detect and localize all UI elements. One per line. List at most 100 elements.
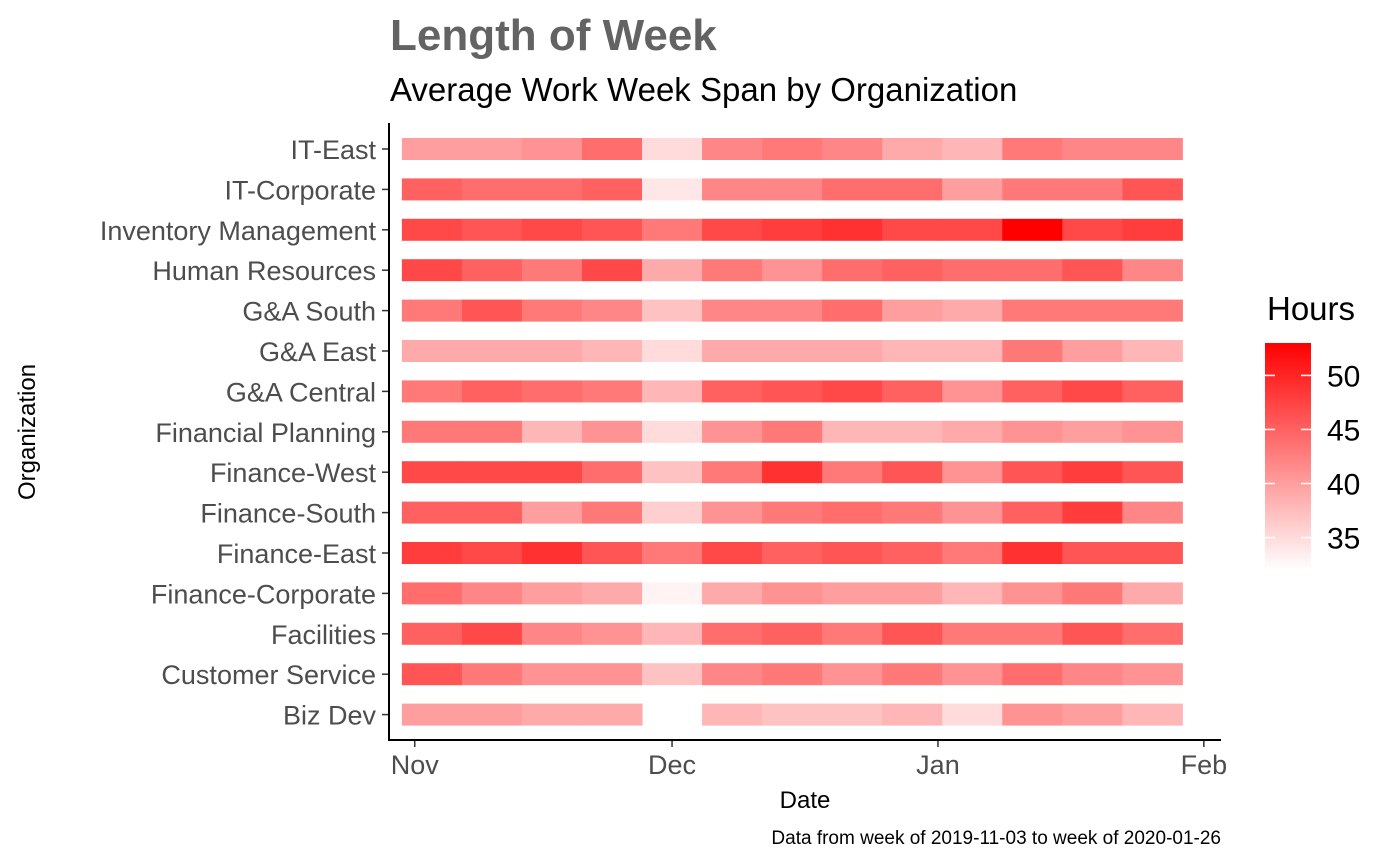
heatmap-cell: [882, 703, 943, 726]
heatmap-cell: [1002, 138, 1063, 160]
heatmap-cell: [702, 138, 763, 160]
heatmap-cell: [762, 542, 823, 564]
heatmap-cell: [882, 218, 943, 241]
heatmap-cell: [762, 299, 823, 322]
heatmap-cell: [581, 380, 643, 403]
heatmap-cell: [642, 138, 703, 160]
heatmap-cell: [882, 461, 943, 484]
heatmap-cell: [1062, 663, 1123, 686]
heatmap-cell: [642, 178, 703, 201]
heatmap-cell: [882, 582, 943, 605]
y-tick-label-customer-service: Customer Service: [161, 660, 376, 690]
heatmap-cell: [642, 259, 703, 282]
chart-subtitle: Average Work Week Span by Organization: [390, 71, 1017, 108]
heatmap-cell: [642, 542, 703, 564]
heatmap-cell: [762, 178, 823, 201]
heatmap-cell: [581, 663, 643, 686]
heatmap-cell: [1062, 380, 1123, 403]
heatmap-cell: [942, 501, 1003, 524]
heatmap-cell: [942, 138, 1003, 160]
heatmap-cell: [521, 138, 583, 160]
heatmap-cell: [1122, 501, 1183, 524]
heatmap-cell: [1122, 622, 1183, 645]
heatmap-cell: [822, 542, 883, 564]
heatmap-cell: [702, 461, 763, 484]
y-axis-title: Organization: [14, 364, 41, 500]
heatmap-cell: [822, 299, 883, 322]
heatmap-cell: [401, 340, 463, 362]
chart-caption: Data from week of 2019-11-03 to week of …: [771, 828, 1221, 849]
heatmap-cell: [1122, 138, 1183, 160]
heatmap-cell: [1122, 218, 1183, 241]
legend-label-50: 50: [1327, 360, 1360, 393]
heatmap-cell: [1002, 461, 1063, 484]
heatmap-cell: [642, 582, 703, 605]
heatmap-cell: [401, 380, 463, 403]
heatmap-cell: [702, 622, 763, 645]
heatmap-cell: [1062, 461, 1123, 484]
heatmap-cell: [461, 501, 523, 524]
heatmap-cell: [1002, 178, 1063, 201]
y-tick-label-ganda-central: G&A Central: [226, 377, 376, 407]
x-tick-label-nov: Nov: [391, 750, 440, 780]
heatmap-cell: [1002, 663, 1063, 686]
x-axis-title: Date: [780, 787, 831, 814]
heatmap-cell: [1122, 663, 1183, 686]
y-tick-label-financial-planning: Financial Planning: [155, 418, 376, 448]
heatmap-cell: [822, 622, 883, 645]
heatmap-cell: [521, 461, 583, 484]
heatmap-cell: [401, 582, 463, 605]
heatmap-cell: [702, 582, 763, 605]
heatmap-cell: [581, 299, 643, 322]
heatmap-cell: [1002, 622, 1063, 645]
heatmap-cell: [822, 138, 883, 160]
heatmap-cell: [762, 420, 823, 443]
heatmap-cell: [882, 420, 943, 443]
heatmap-cell: [1002, 501, 1063, 524]
heatmap-cell: [1122, 299, 1183, 322]
y-tick-label-it-corporate: IT-Corporate: [224, 175, 376, 205]
heatmap-cell: [882, 622, 943, 645]
legend: Hours 35 40 45 50: [1265, 290, 1360, 570]
heatmap-cell: [401, 138, 463, 160]
heatmap-cell: [521, 218, 583, 241]
heatmap-cell: [1062, 138, 1123, 160]
heatmap-cell: [461, 461, 523, 484]
heatmap-cell: [822, 340, 883, 362]
heatmap-cell: [461, 380, 523, 403]
heatmap-cell: [942, 622, 1003, 645]
heatmap-cell: [521, 420, 583, 443]
heatmap-cell: [642, 663, 703, 686]
y-axis: IT-East IT-Corporate Inventory Management H…: [100, 135, 389, 731]
heatmap-cell: [461, 178, 523, 201]
heatmap-cell: [702, 178, 763, 201]
heatmap-cell: [581, 218, 643, 241]
heatmap-cell: [942, 703, 1003, 726]
y-tick-label-inventory-management: Inventory Management: [100, 216, 377, 246]
heatmap-cell: [581, 138, 643, 160]
heatmap-cell: [822, 703, 883, 726]
heatmap-cell: [461, 622, 523, 645]
heatmap-cell: [942, 218, 1003, 241]
heatmap-cell: [642, 461, 703, 484]
heatmap-cell: [702, 420, 763, 443]
heatmap-cell: [1062, 299, 1123, 322]
heatmap-cell: [882, 138, 943, 160]
heatmap-cell: [702, 501, 763, 524]
heatmap-cell: [822, 178, 883, 201]
heatmap-cell: [642, 340, 703, 362]
heatmap-cell: [1062, 420, 1123, 443]
heatmap-cell: [401, 259, 463, 282]
heatmap-cell: [401, 703, 463, 726]
heatmap-cell: [1002, 259, 1063, 282]
y-tick-label-finance-corporate: Finance-Corporate: [151, 579, 376, 609]
heatmap-cell: [461, 663, 523, 686]
heatmap-cell: [702, 218, 763, 241]
heatmap-cell: [822, 501, 883, 524]
heatmap-cell: [401, 501, 463, 524]
heatmap-cell: [762, 380, 823, 403]
y-tick-label-finance-south: Finance-South: [200, 499, 376, 529]
legend-label-35: 35: [1327, 523, 1360, 556]
heatmap-cell: [1002, 380, 1063, 403]
heatmap-cell: [822, 461, 883, 484]
